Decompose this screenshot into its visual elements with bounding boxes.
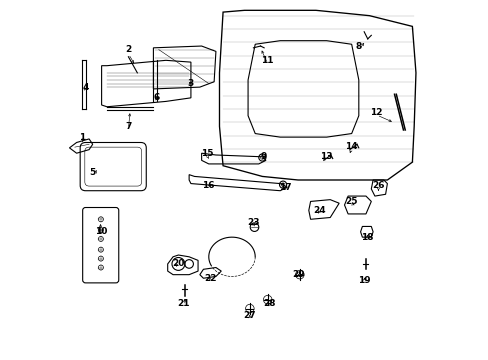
Text: 16: 16 [202,181,215,190]
Text: 12: 12 [370,108,382,117]
Text: 1: 1 [79,132,85,141]
Text: 22: 22 [204,274,216,283]
Text: 14: 14 [345,141,357,150]
Text: 3: 3 [187,79,194,88]
Text: 7: 7 [125,122,131,131]
Text: 25: 25 [345,197,357,206]
Text: 11: 11 [261,56,273,65]
Text: 26: 26 [371,181,384,190]
Text: 8: 8 [355,41,361,50]
Text: 27: 27 [243,311,256,320]
Text: 20: 20 [172,260,184,269]
Text: 21: 21 [177,299,190,308]
Text: 19: 19 [357,275,370,284]
Text: 17: 17 [279,183,291,192]
Text: 2: 2 [125,45,131,54]
Text: 18: 18 [361,233,373,242]
Text: 13: 13 [320,152,332,161]
Text: 28: 28 [263,299,275,308]
Text: 23: 23 [246,219,259,228]
Text: 6: 6 [154,93,160,102]
Text: 4: 4 [82,83,88,92]
Text: 24: 24 [312,206,325,215]
Text: 10: 10 [95,227,107,236]
Text: 29: 29 [291,270,304,279]
Text: 5: 5 [89,168,96,177]
Text: 15: 15 [201,149,213,158]
Text: 9: 9 [261,152,267,161]
